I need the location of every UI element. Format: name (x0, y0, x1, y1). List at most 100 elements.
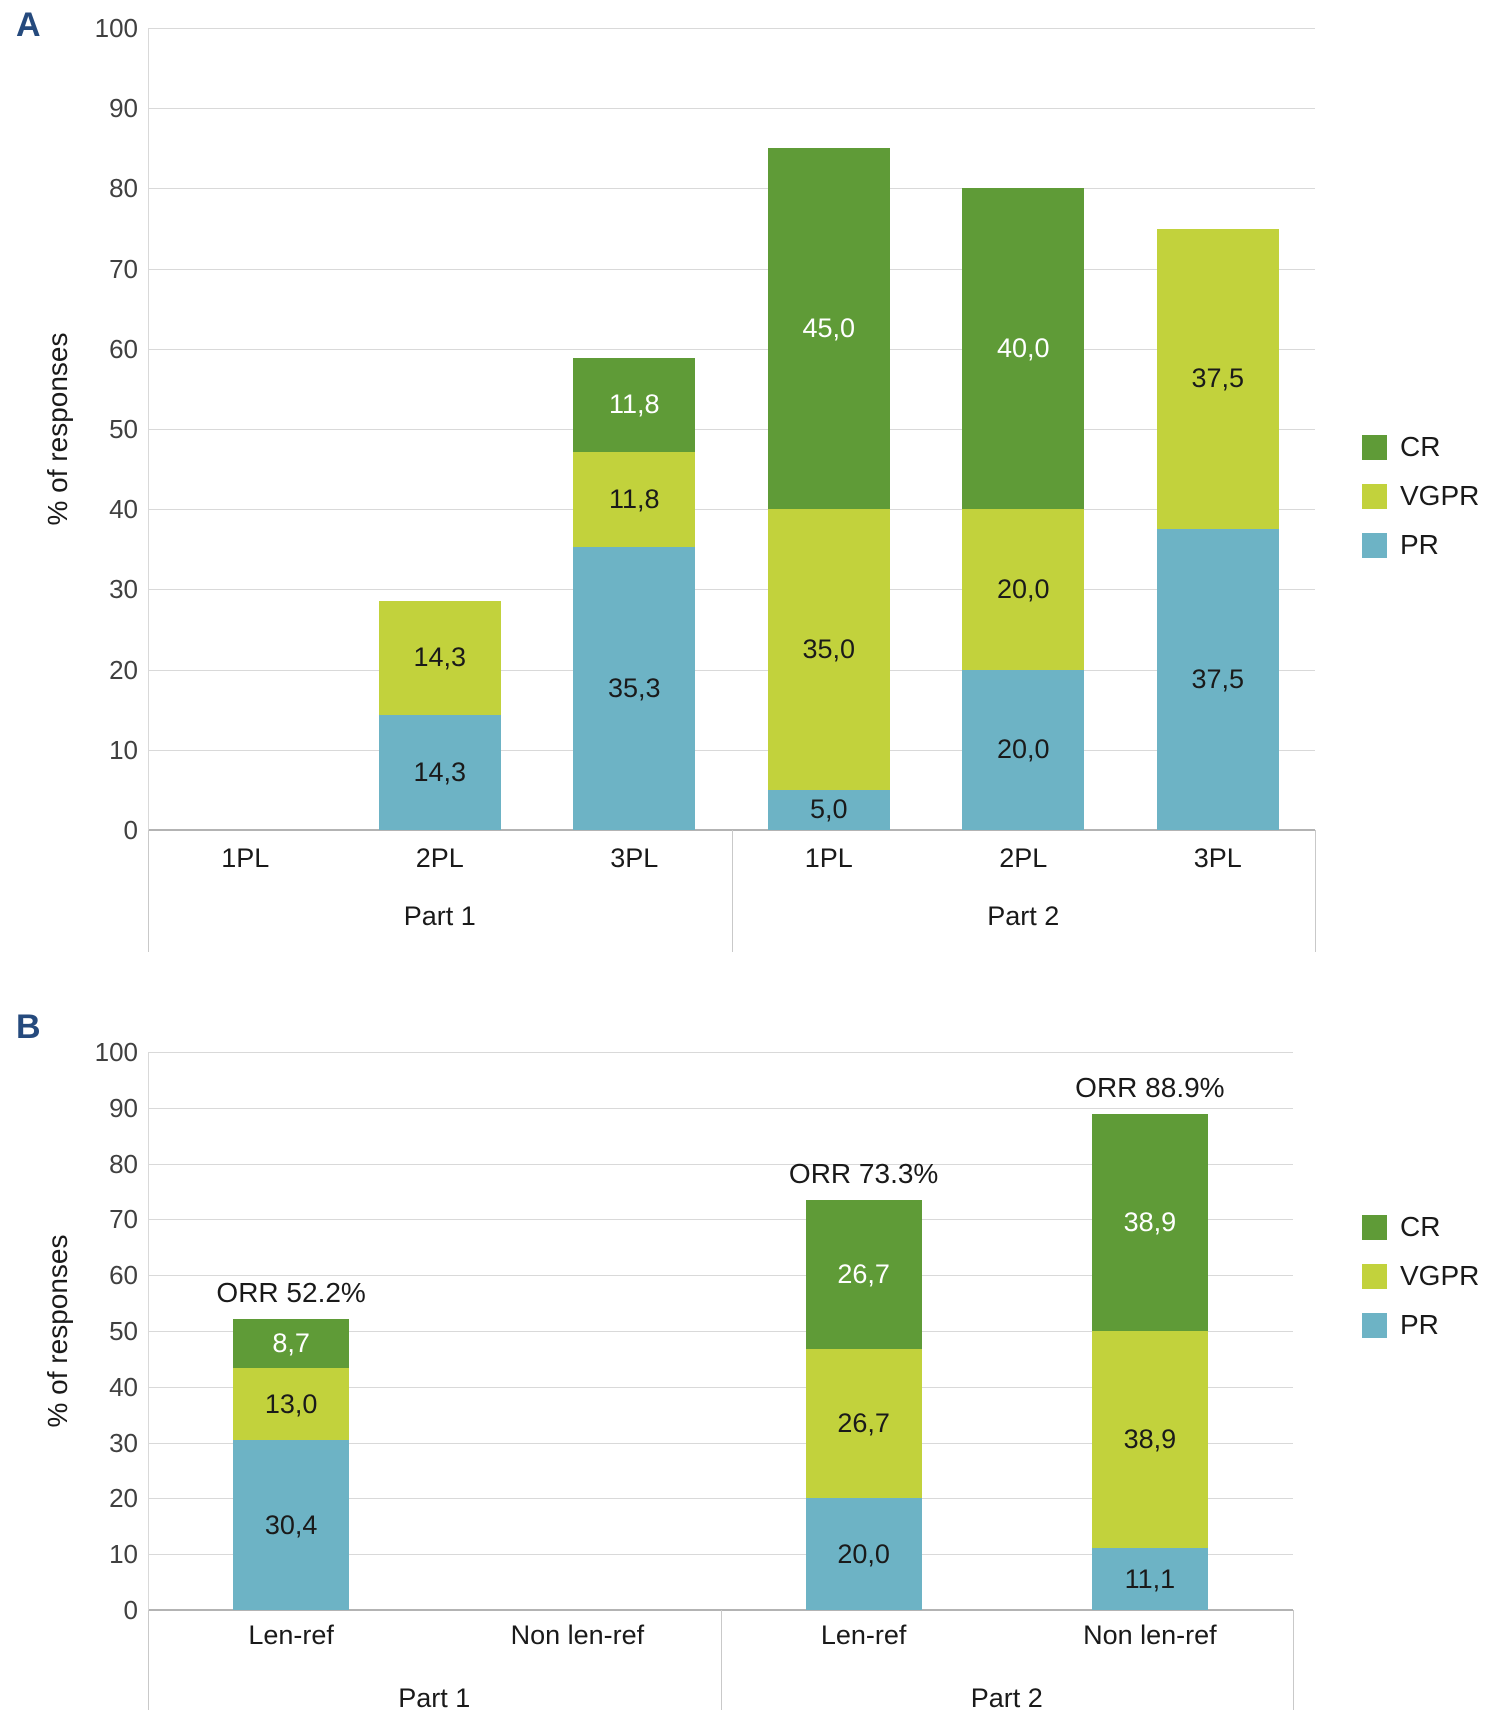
bar-value-label: 26,7 (837, 1408, 890, 1439)
bar-value-label: 14,3 (413, 642, 467, 673)
legend-item-vgpr: VGPR (1362, 481, 1479, 511)
legend-swatch-cr (1362, 1214, 1387, 1240)
gridline (148, 1498, 1293, 1499)
y-tick-label: 80 (109, 173, 138, 203)
bar-segment-cr: 38,9 (1091, 1113, 1208, 1331)
bar-value-label: 11,8 (608, 389, 660, 420)
bar-segment-pr: 11,1 (1091, 1548, 1208, 1610)
category-group-divider (148, 1610, 149, 1710)
y-tick-label: 0 (123, 815, 138, 845)
bar-value-label: 40,0 (996, 333, 1050, 364)
gridline (148, 589, 1315, 590)
bar-value-label: 45,0 (802, 313, 856, 344)
gridline (148, 1108, 1293, 1109)
y-tick-label: 50 (109, 1316, 138, 1346)
bar-value-label: 26,7 (837, 1259, 890, 1290)
part-group-label: Part 2 (970, 1683, 1043, 1713)
y-tick-label: 60 (109, 334, 138, 364)
gridline (148, 269, 1315, 270)
gridline (148, 1275, 1293, 1276)
y-tick-label: 70 (109, 254, 138, 284)
bar-value-label: 20,0 (996, 734, 1050, 765)
legend-label-vgpr: VGPR (1400, 1260, 1480, 1291)
bar-segment-pr: 20,0 (805, 1498, 922, 1610)
y-tick-label: 90 (109, 93, 138, 123)
category-label: 3PL (1193, 843, 1242, 873)
bar-segment-cr: 8,7 (233, 1319, 350, 1368)
bar-segment-vgpr: 26,7 (805, 1349, 922, 1499)
bar-segment-pr: 20,0 (962, 669, 1085, 830)
category-group-divider (148, 830, 149, 952)
y-tick-label: 70 (109, 1204, 138, 1234)
y-tick-label: 30 (109, 574, 138, 604)
legend-item-vgpr: VGPR (1362, 1261, 1479, 1291)
legend-label-vgpr: VGPR (1400, 480, 1480, 511)
bar-value-label: 20,0 (996, 573, 1050, 604)
plot-left-border (148, 28, 149, 830)
orr-annotation: ORR 88.9% (1075, 1071, 1225, 1103)
bar-value-label: 14,3 (413, 757, 467, 788)
y-tick-label: 20 (109, 1483, 138, 1513)
gridline (148, 349, 1315, 350)
category-group-divider (732, 830, 733, 952)
category-label: Len-ref (820, 1620, 907, 1650)
category-label: Non len-ref (510, 1620, 645, 1650)
legend-label-pr: PR (1400, 529, 1439, 560)
orr-annotation: ORR 73.3% (788, 1158, 939, 1190)
bar-value-label: 20,0 (837, 1538, 890, 1569)
legend-item-pr: PR (1362, 530, 1439, 560)
bar-value-label: 11,8 (608, 484, 660, 515)
bar-value-label: 37,5 (1191, 664, 1245, 695)
category-label: 2PL (999, 843, 1048, 873)
category-group-divider (1315, 830, 1316, 952)
bar-segment-cr: 45,0 (767, 148, 890, 510)
bar-value-label: 5,0 (809, 794, 848, 825)
category-label: Non len-ref (1083, 1620, 1217, 1650)
gridline (148, 1052, 1293, 1053)
bar-segment-vgpr: 11,8 (573, 452, 696, 547)
bar-value-label: 30,4 (264, 1509, 318, 1540)
bar-value-label: 35,0 (802, 634, 856, 665)
gridline (148, 1554, 1293, 1555)
gridline (148, 1219, 1293, 1220)
part-group-label: Part 1 (403, 901, 476, 931)
y-tick-label: 80 (109, 1149, 138, 1179)
legend-swatch-vgpr (1362, 483, 1387, 509)
y-tick-label: 40 (109, 1372, 138, 1402)
gridline (148, 108, 1315, 109)
category-group-divider (721, 1610, 722, 1710)
legend-swatch-vgpr (1362, 1263, 1387, 1289)
y-tick-label: 50 (109, 414, 138, 444)
legend-item-pr: PR (1362, 1310, 1439, 1340)
x-axis-line (148, 1609, 1293, 1611)
gridline (148, 429, 1315, 430)
y-tick-label: 100 (94, 13, 138, 43)
category-label: 1PL (221, 843, 270, 873)
legend-item-cr: CR (1362, 1212, 1440, 1242)
gridline (148, 1387, 1293, 1388)
y-tick-label: 10 (109, 735, 138, 765)
legend-swatch-cr (1362, 434, 1387, 460)
bar-segment-cr: 40,0 (962, 188, 1085, 510)
part-group-label: Part 2 (987, 901, 1060, 931)
gridline (148, 750, 1315, 751)
y-tick-label: 20 (109, 655, 138, 685)
part-group-label: Part 1 (398, 1683, 471, 1713)
y-tick-label: 90 (109, 1093, 138, 1123)
bar-value-label: 13,0 (264, 1388, 318, 1419)
bar-segment-pr: 37,5 (1156, 529, 1279, 830)
legend-item-cr: CR (1362, 432, 1440, 462)
panel-b-label: B (16, 1008, 41, 1046)
bar-value-label: 8,7 (272, 1328, 310, 1359)
y-tick-label: 0 (123, 1595, 138, 1625)
bar-segment-vgpr: 35,0 (767, 509, 890, 790)
bar-segment-pr: 35,3 (573, 546, 696, 830)
bar-segment-cr: 26,7 (805, 1200, 922, 1350)
bar-value-label: 38,9 (1123, 1424, 1177, 1455)
gridline (148, 1443, 1293, 1444)
bar-segment-vgpr: 14,3 (378, 600, 501, 716)
